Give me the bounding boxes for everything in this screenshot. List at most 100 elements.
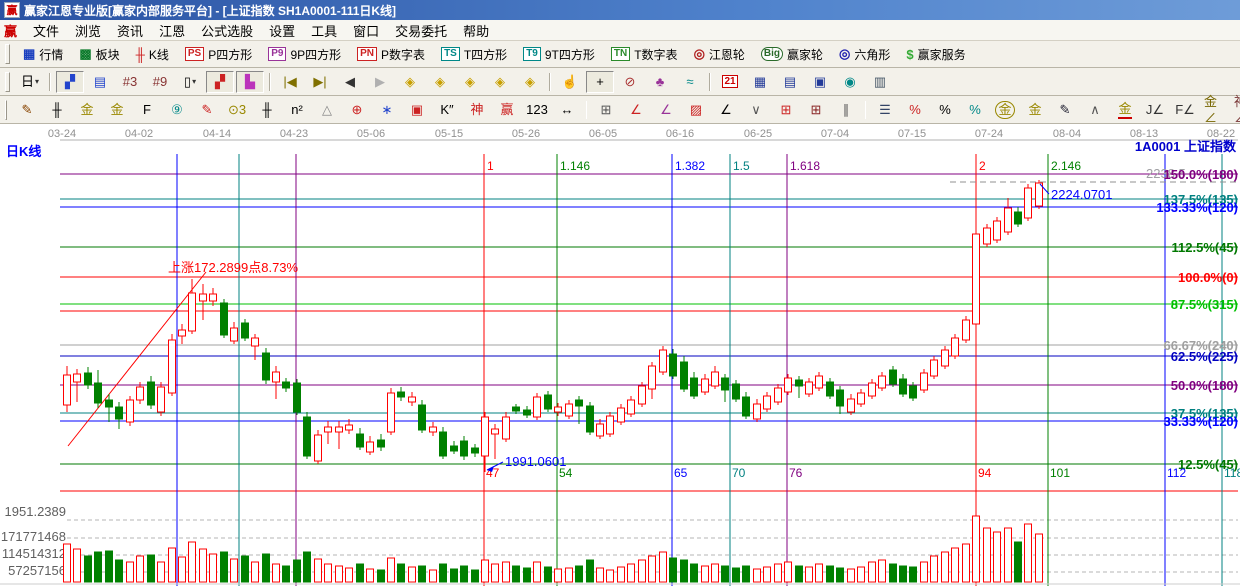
flag-tool-button[interactable]: △ xyxy=(313,99,341,121)
drag-hand-button[interactable]: ☝ xyxy=(556,71,584,93)
wave-v-icon: ∨ xyxy=(751,101,761,117)
menu-item-6[interactable]: 工具 xyxy=(311,23,338,39)
time-cycle-button[interactable]: ⊙3 xyxy=(223,99,251,121)
parallel-lines-button[interactable]: ∥ xyxy=(832,99,860,121)
gold-line-2-button[interactable]: 金 xyxy=(103,99,131,121)
candle-style-dropdown-button[interactable]: ▯ ▾ xyxy=(176,71,204,93)
menu-item-2[interactable]: 资讯 xyxy=(117,23,144,39)
star-burst-button[interactable]: ∗ xyxy=(373,99,401,121)
calculator-button[interactable]: ▦ xyxy=(746,71,774,93)
ying-line-button[interactable]: 赢 xyxy=(493,99,521,121)
box-target-button[interactable]: ▣ xyxy=(403,99,431,121)
pattern-purple-button[interactable]: ♣ xyxy=(646,71,674,93)
t-number-table-button[interactable]: TN T数字表 xyxy=(603,42,686,66)
fan-box-purple-button[interactable]: ∠ xyxy=(652,99,680,121)
notes-button[interactable]: ▤ xyxy=(776,71,804,93)
first-bar-button[interactable]: |◀ xyxy=(276,71,304,93)
f-tick-line-button[interactable]: F xyxy=(133,99,161,121)
workstation-button[interactable]: ▥ xyxy=(866,71,894,93)
scale-list-button[interactable]: ☰ xyxy=(871,99,899,121)
box-frame-button[interactable]: ⊞ xyxy=(592,99,620,121)
pattern-teal-button[interactable]: ≈ xyxy=(676,71,704,93)
overlay-ma3-button[interactable]: #3 xyxy=(116,71,144,93)
shen-line-button[interactable]: 神 xyxy=(463,99,491,121)
fan-red-button[interactable]: ∠ xyxy=(622,99,650,121)
diamond-compress-button[interactable]: ◈ xyxy=(486,71,514,93)
gann-wheel-button[interactable]: ◎ 江恩轮 xyxy=(686,42,753,66)
marker-pen-button[interactable]: ✎ xyxy=(193,99,221,121)
menu-item-7[interactable]: 窗口 xyxy=(353,23,380,39)
sectors-button[interactable]: ▩ 板块 xyxy=(71,42,127,66)
next-bar-button[interactable]: ▶ xyxy=(366,71,394,93)
gold-line-1-button[interactable]: 金 xyxy=(73,99,101,121)
menu-item-1[interactable]: 浏览 xyxy=(75,23,102,39)
fan-box-red-button[interactable]: ▨ xyxy=(682,99,710,121)
prev-bar-button[interactable]: ◀ xyxy=(336,71,364,93)
winner-wheel-button[interactable]: Big 赢家轮 xyxy=(753,42,831,66)
period-day-dropdown-button[interactable]: 日 ▾ xyxy=(16,71,44,93)
wave-v-button[interactable]: ∨ xyxy=(742,99,770,121)
k-quote-button[interactable]: K″ xyxy=(433,99,461,121)
menu-item-5[interactable]: 设置 xyxy=(269,23,296,39)
wave-a-button[interactable]: ∧ xyxy=(1081,99,1109,121)
n-square-button[interactable]: n² xyxy=(283,99,311,121)
fan-box-purple-icon: ∠ xyxy=(660,101,672,117)
compress-view-button[interactable]: ▞ xyxy=(56,70,84,93)
tick-line-2-button[interactable]: ╫ xyxy=(253,99,281,121)
date-tick-label: 03-24 xyxy=(48,128,76,140)
calendar-21-button[interactable]: 21 xyxy=(716,71,744,93)
j-angle-button[interactable]: J∠ xyxy=(1141,99,1169,121)
eraser-button[interactable]: ⊘ xyxy=(616,71,644,93)
ruler-123-button[interactable]: 123 xyxy=(523,99,551,121)
kline-button[interactable]: ╫ K线 xyxy=(128,42,177,66)
f-angle-button[interactable]: F∠ xyxy=(1171,99,1199,121)
overlay-ma9-button[interactable]: #9 xyxy=(146,71,174,93)
brush-tool-button[interactable]: ✎ xyxy=(13,99,41,121)
winner-service-icon: $ xyxy=(906,46,914,62)
9t-square-button[interactable]: T9 9T四方形 xyxy=(515,42,603,66)
percent-teal-button[interactable]: % xyxy=(961,99,989,121)
save-web-button[interactable]: ◉ xyxy=(836,71,864,93)
date-tick-label: 04-14 xyxy=(203,128,231,140)
circle-cross-button[interactable]: ⊕ xyxy=(343,99,371,121)
color-bars-button[interactable]: ▙ xyxy=(236,70,264,93)
spiral-9-button[interactable]: ⑨ xyxy=(163,99,191,121)
gold-main-button[interactable]: 金 xyxy=(1111,99,1139,121)
gann-level-label: 62.5%(225) xyxy=(1171,349,1238,364)
winner-service-button[interactable]: $ 赢家服务 xyxy=(898,42,973,66)
diamond-scroll-left-button[interactable]: ◈ xyxy=(396,71,424,93)
p-square-button[interactable]: PS P四方形 xyxy=(177,42,260,66)
menu-item-4[interactable]: 公式选股 xyxy=(201,23,254,39)
info-panel-button[interactable]: ▤ xyxy=(86,71,114,93)
last-bar-button[interactable]: ▶| xyxy=(306,71,334,93)
percent-red-button[interactable]: % xyxy=(901,99,929,121)
gann-time-top-label: 2.146 xyxy=(1051,159,1081,173)
hexagon-button[interactable]: ◎ 六角形 xyxy=(831,42,898,66)
gold-bars-button[interactable]: 金 xyxy=(1021,99,1049,121)
menu-item-8[interactable]: 交易委托 xyxy=(395,23,448,39)
quotes-button[interactable]: ▦ 行情 xyxy=(15,42,71,66)
diamond-expand-button[interactable]: ◈ xyxy=(456,71,484,93)
gann-tick-line-button[interactable]: ╫ xyxy=(43,99,71,121)
menu-item-0[interactable]: 文件 xyxy=(33,23,60,39)
crosshair-button[interactable]: + xyxy=(586,70,614,93)
grid-box-1-button[interactable]: ⊞ xyxy=(772,99,800,121)
kline-chart[interactable]: 03-24 04-02 04-14 04-23 05-06 05-15 05-26 06-05… xyxy=(0,124,1240,586)
menu-item-9[interactable]: 帮助 xyxy=(463,23,490,39)
diamond-scroll-right-button[interactable]: ◈ xyxy=(426,71,454,93)
tangent-pen-button[interactable]: ✎ xyxy=(1051,99,1079,121)
9p-square-button[interactable]: P9 9P四方形 xyxy=(260,42,349,66)
save-button[interactable]: ▣ xyxy=(806,71,834,93)
grid-box-2-button[interactable]: ⊞ xyxy=(802,99,830,121)
gold-circle-button[interactable]: 金 xyxy=(991,99,1019,121)
width-arrows-button[interactable]: ↔ xyxy=(553,99,581,121)
menu-item-3[interactable]: 江恩 xyxy=(159,23,186,39)
shen-angle-button[interactable]: 神∠ xyxy=(1231,94,1240,125)
t-square-button[interactable]: TS T四方形 xyxy=(433,42,515,66)
p-number-table-button[interactable]: PN P数字表 xyxy=(349,42,433,66)
diamond-fit-button[interactable]: ◈ xyxy=(516,71,544,93)
zone-pattern-button[interactable]: ▞ xyxy=(206,70,234,93)
angle-lines-button[interactable]: ∠ xyxy=(712,99,740,121)
gold-angle-button[interactable]: 金∠ xyxy=(1201,94,1229,125)
percent-plain-button[interactable]: % xyxy=(931,99,959,121)
